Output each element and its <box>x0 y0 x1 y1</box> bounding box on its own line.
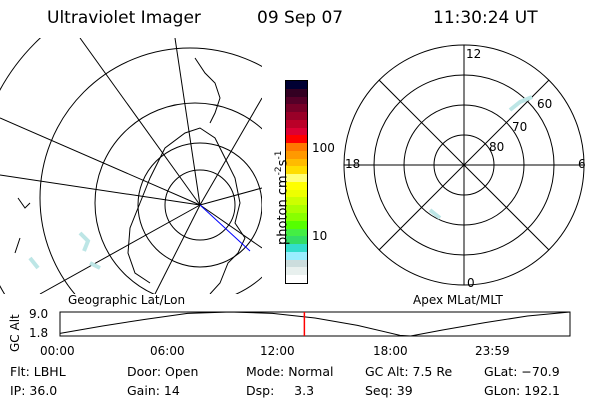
colorbar-band <box>286 244 307 252</box>
colorbar-band <box>286 267 307 276</box>
colorbar-band <box>286 96 307 105</box>
instrument-title: Ultraviolet Imager <box>47 8 201 28</box>
ip-info: IP: 36.0 <box>10 383 58 398</box>
colorbar-tick-100: 100 <box>312 141 335 155</box>
colorbar-band <box>286 88 307 97</box>
colorbar <box>285 80 308 284</box>
door-info: Door: Open <box>127 364 199 379</box>
filter-info: Flt: LBHL <box>10 364 66 379</box>
mlt-18: 18 <box>345 157 361 171</box>
colorbar-band <box>286 127 307 136</box>
ytick-9: 9.0 <box>29 307 49 321</box>
colorbar-band <box>286 220 307 229</box>
mlt-0: 0 <box>467 276 475 290</box>
colorbar-band <box>286 181 307 190</box>
colorbar-band <box>286 228 307 237</box>
dsp-info: Dsp: 3.3 <box>246 383 315 398</box>
apex-polar-plot <box>343 44 585 286</box>
seq-info: Seq: 39 <box>365 383 413 398</box>
colorbar-band <box>286 213 307 221</box>
colorbar-band <box>286 112 307 120</box>
colorbar-band <box>286 104 307 113</box>
colorbar-band <box>286 119 307 128</box>
geographic-map-label: Geographic Lat/Lon <box>68 293 186 307</box>
gain-info: Gain: 14 <box>127 383 180 398</box>
colorbar-band <box>286 251 307 260</box>
mlat-70: 70 <box>512 120 528 134</box>
xtick-2359: 23:59 <box>475 344 510 358</box>
mlt-6: 6 <box>578 157 586 171</box>
xtick-0000: 00:00 <box>40 344 75 358</box>
colorbar-band <box>286 174 307 182</box>
gc-alt-chart <box>59 311 571 337</box>
ytick-1-8: 1.8 <box>29 326 49 340</box>
colorbar-band <box>286 189 307 198</box>
glon-info: GLon: 192.1 <box>484 383 560 398</box>
time-label: 11:30:24 UT <box>433 8 538 28</box>
date-label: 09 Sep 07 <box>257 8 344 28</box>
xtick-1800: 18:00 <box>373 344 408 358</box>
mlat-60: 60 <box>537 97 553 111</box>
apex-map-label: Apex MLat/MLT <box>413 293 503 307</box>
mode-info: Mode: Normal <box>246 364 334 379</box>
colorbar-band <box>286 197 307 206</box>
colorbar-band <box>286 143 307 151</box>
colorbar-tick-10: 10 <box>312 229 328 243</box>
mlt-12: 12 <box>466 47 482 61</box>
gc-alt-ylabel: GC Alt <box>8 314 22 352</box>
gc-alt-info: GC Alt: 7.5 Re <box>365 364 453 379</box>
mlat-80: 80 <box>489 140 505 154</box>
colorbar-band <box>286 205 307 214</box>
colorbar-band <box>286 166 307 175</box>
colorbar-band <box>286 150 307 159</box>
colorbar-band <box>286 158 307 167</box>
colorbar-band <box>286 135 307 144</box>
gc-alt-line <box>59 311 571 337</box>
xtick-0600: 06:00 <box>150 344 185 358</box>
plot-frame <box>59 311 571 337</box>
colorbar-unit-label: photon cm-2s-1 <box>274 150 291 245</box>
colorbar-band <box>286 259 307 268</box>
colorbar-band <box>286 275 307 283</box>
colorbar-band <box>286 81 307 89</box>
colorbar-band <box>286 236 307 245</box>
glat-info: GLat: −70.9 <box>484 364 560 379</box>
xtick-1200: 12:00 <box>260 344 295 358</box>
geographic-map <box>0 38 262 294</box>
